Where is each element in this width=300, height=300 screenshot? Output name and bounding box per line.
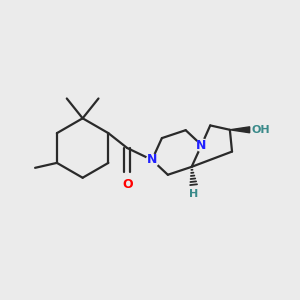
Text: O: O <box>122 178 133 191</box>
Text: N: N <box>196 139 207 152</box>
Polygon shape <box>230 127 250 133</box>
Text: H: H <box>189 189 198 199</box>
Text: N: N <box>147 153 157 167</box>
Text: OH: OH <box>252 125 270 135</box>
